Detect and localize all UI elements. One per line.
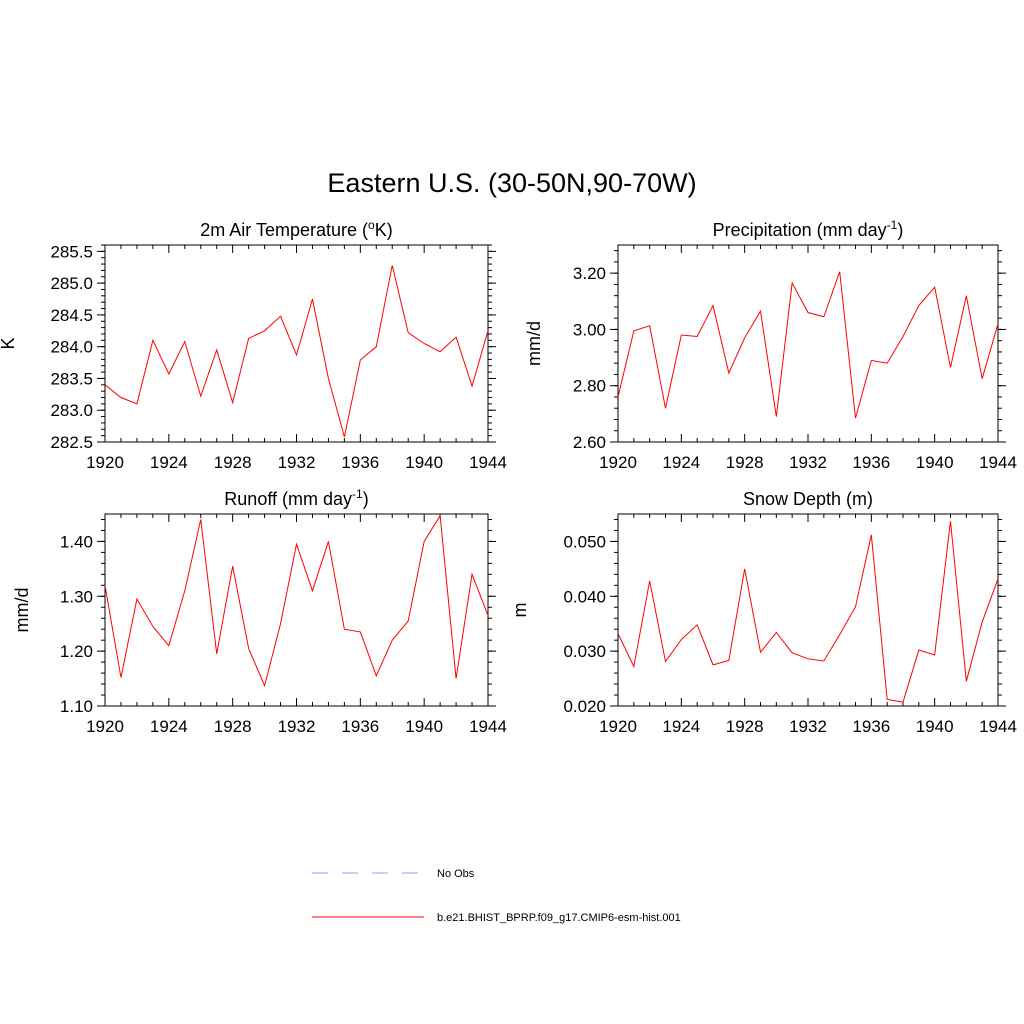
legend: No Obs b.e21.BHIST_BPRP.f09_g17.CMIP6-esm… [312,868,681,924]
y-axis-label: mm/d [524,321,544,366]
y-tick-label: 282.5 [50,433,93,452]
x-tick-label: 1924 [150,717,188,736]
model-series-line [617,521,999,703]
x-tick-label: 1920 [86,453,124,472]
y-axis-label: m [510,603,530,618]
y-tick-label: 285.0 [50,274,93,293]
y-axis-label: mm/d [12,588,32,633]
x-tick-label: 1932 [789,453,827,472]
x-tick-label: 1924 [662,717,700,736]
x-tick-label: 1940 [405,453,443,472]
x-tick-label: 1920 [599,717,637,736]
chart-panel-4: 1920 1924 1928 1932 1936 1940 1944 0.020 0.030 0.… [510,489,1017,736]
x-tick-label: 1944 [979,453,1017,472]
x-tick-label: 1928 [726,717,764,736]
y-tick-label: 1.20 [60,642,93,661]
y-tick-label: 2.80 [573,377,606,396]
page-title: Eastern U.S. (30-50N,90-70W) [327,168,697,198]
x-tick-label: 1932 [278,717,316,736]
chart-panel-3: 1920 1924 1928 1932 1936 1940 1944 1.10 1.20 1.30… [12,487,507,736]
y-axis-label: K [0,337,18,349]
plot-frame [617,244,999,443]
plot-frame [104,244,489,443]
x-tick-label: 1940 [916,453,954,472]
x-tick-label: 1944 [469,453,507,472]
y-tick-label: 283.5 [50,369,93,388]
y-tick-label: 0.040 [563,587,606,606]
legend-label: No Obs [437,868,475,880]
panel-title: Precipitation (mm day-1) [713,218,904,240]
y-tick-label: 3.20 [573,264,606,283]
chart-panel-2: 1920 1924 1928 1932 1936 1940 1944 2.60 2.80 3.00… [524,218,1017,472]
x-tick-label: 1928 [214,453,252,472]
x-tick-label: 1920 [86,717,124,736]
model-series-line [617,271,999,419]
y-tick-label: 283.0 [50,401,93,420]
x-tick-label: 1936 [341,717,379,736]
y-tick-label: 0.030 [563,642,606,661]
model-series-line [104,265,489,438]
x-tick-label: 1936 [852,453,890,472]
y-tick-label: 3.00 [573,320,606,339]
x-tick-label: 1932 [278,453,316,472]
model-series-line [104,514,489,688]
plot-frame [617,513,999,707]
x-tick-label: 1928 [214,717,252,736]
y-tick-label: 1.10 [60,697,93,716]
panel-title: 2m Air Temperature (oK) [200,218,392,240]
x-tick-label: 1920 [599,453,637,472]
x-tick-label: 1932 [789,717,827,736]
y-tick-label: 2.60 [573,433,606,452]
y-tick-label: 284.0 [50,338,93,357]
x-tick-label: 1940 [916,717,954,736]
panel-title: Snow Depth (m) [743,489,873,509]
y-tick-label: 285.5 [50,242,93,261]
x-tick-label: 1944 [469,717,507,736]
x-tick-label: 1924 [662,453,700,472]
x-tick-label: 1924 [150,453,188,472]
x-tick-label: 1940 [405,717,443,736]
y-tick-label: 1.40 [60,532,93,551]
x-tick-label: 1936 [852,717,890,736]
chart-panel-1: 1920 1924 1928 1932 1936 1940 1944 282.5 283.0 28… [0,218,507,472]
y-tick-label: 284.5 [50,306,93,325]
y-tick-label: 1.30 [60,587,93,606]
x-tick-label: 1944 [979,717,1017,736]
legend-label: b.e21.BHIST_BPRP.f09_g17.CMIP6-esm-hist.… [437,912,681,924]
x-tick-label: 1936 [341,453,379,472]
x-tick-label: 1928 [726,453,764,472]
panel-title: Runoff (mm day-1) [224,487,368,509]
y-tick-label: 0.020 [563,697,606,716]
y-tick-label: 0.050 [563,532,606,551]
